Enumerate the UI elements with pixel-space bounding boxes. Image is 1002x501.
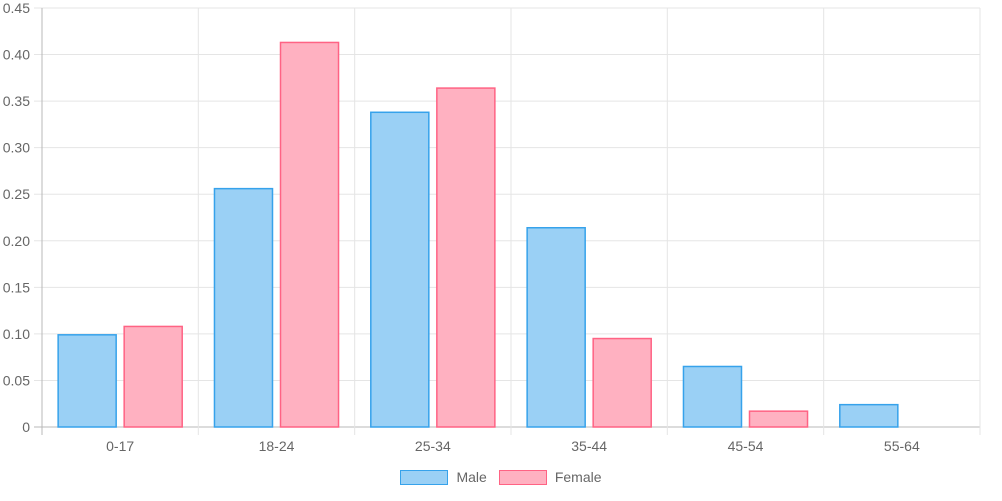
y-tick-label: 0.25 [3,186,30,202]
legend: Male Female [0,469,1002,485]
x-tick-label: 55-64 [884,438,920,454]
y-tick-label: 0.10 [3,326,30,342]
y-tick-label: 0.45 [3,0,30,16]
bar-male-0-17[interactable] [57,334,117,428]
bar-male-25-34[interactable] [370,111,430,428]
y-tick-label: 0.40 [3,47,30,63]
legend-item-male[interactable]: Male [400,469,487,485]
bar-female-25-34[interactable] [436,87,496,428]
axis-layer: 0 0.05 0.10 0.15 0.20 0.25 0.30 0.35 0.40 0.45 0-1… [3,0,920,454]
bar-female-18-24[interactable] [279,41,340,428]
bar-chart: 0 0.05 0.10 0.15 0.20 0.25 0.30 0.35 0.40 0.45 0-1… [3,0,981,454]
y-tick-label: 0 [22,419,30,435]
x-tick-label: 18-24 [259,438,295,454]
legend-swatch-male [400,469,449,485]
bar-male-45-54[interactable] [682,365,743,428]
y-tick-label: 0.20 [3,233,30,249]
legend-swatch-female [498,469,547,485]
legend-item-female[interactable]: Female [498,469,602,485]
y-tick-label: 0.05 [3,372,30,388]
y-tick-label: 0.15 [3,279,30,295]
bar-female-45-54[interactable] [748,410,809,428]
legend-label-male: Male [456,469,487,485]
bar-male-18-24[interactable] [213,187,274,428]
x-tick-label: 45-54 [728,438,764,454]
x-tick-label: 35-44 [571,438,607,454]
x-tick-label: 0-17 [106,438,134,454]
x-tick-label: 25-34 [415,438,451,454]
bar-female-35-44[interactable] [592,337,652,428]
y-tick-label: 0.35 [3,93,30,109]
legend-label-female: Female [554,469,602,485]
bar-female-0-17[interactable] [123,325,183,428]
bar-layer [57,41,899,428]
y-tick-label: 0.30 [3,140,30,156]
grid-layer [34,7,981,435]
bar-male-35-44[interactable] [526,226,586,428]
bar-male-55-64[interactable] [839,403,899,428]
